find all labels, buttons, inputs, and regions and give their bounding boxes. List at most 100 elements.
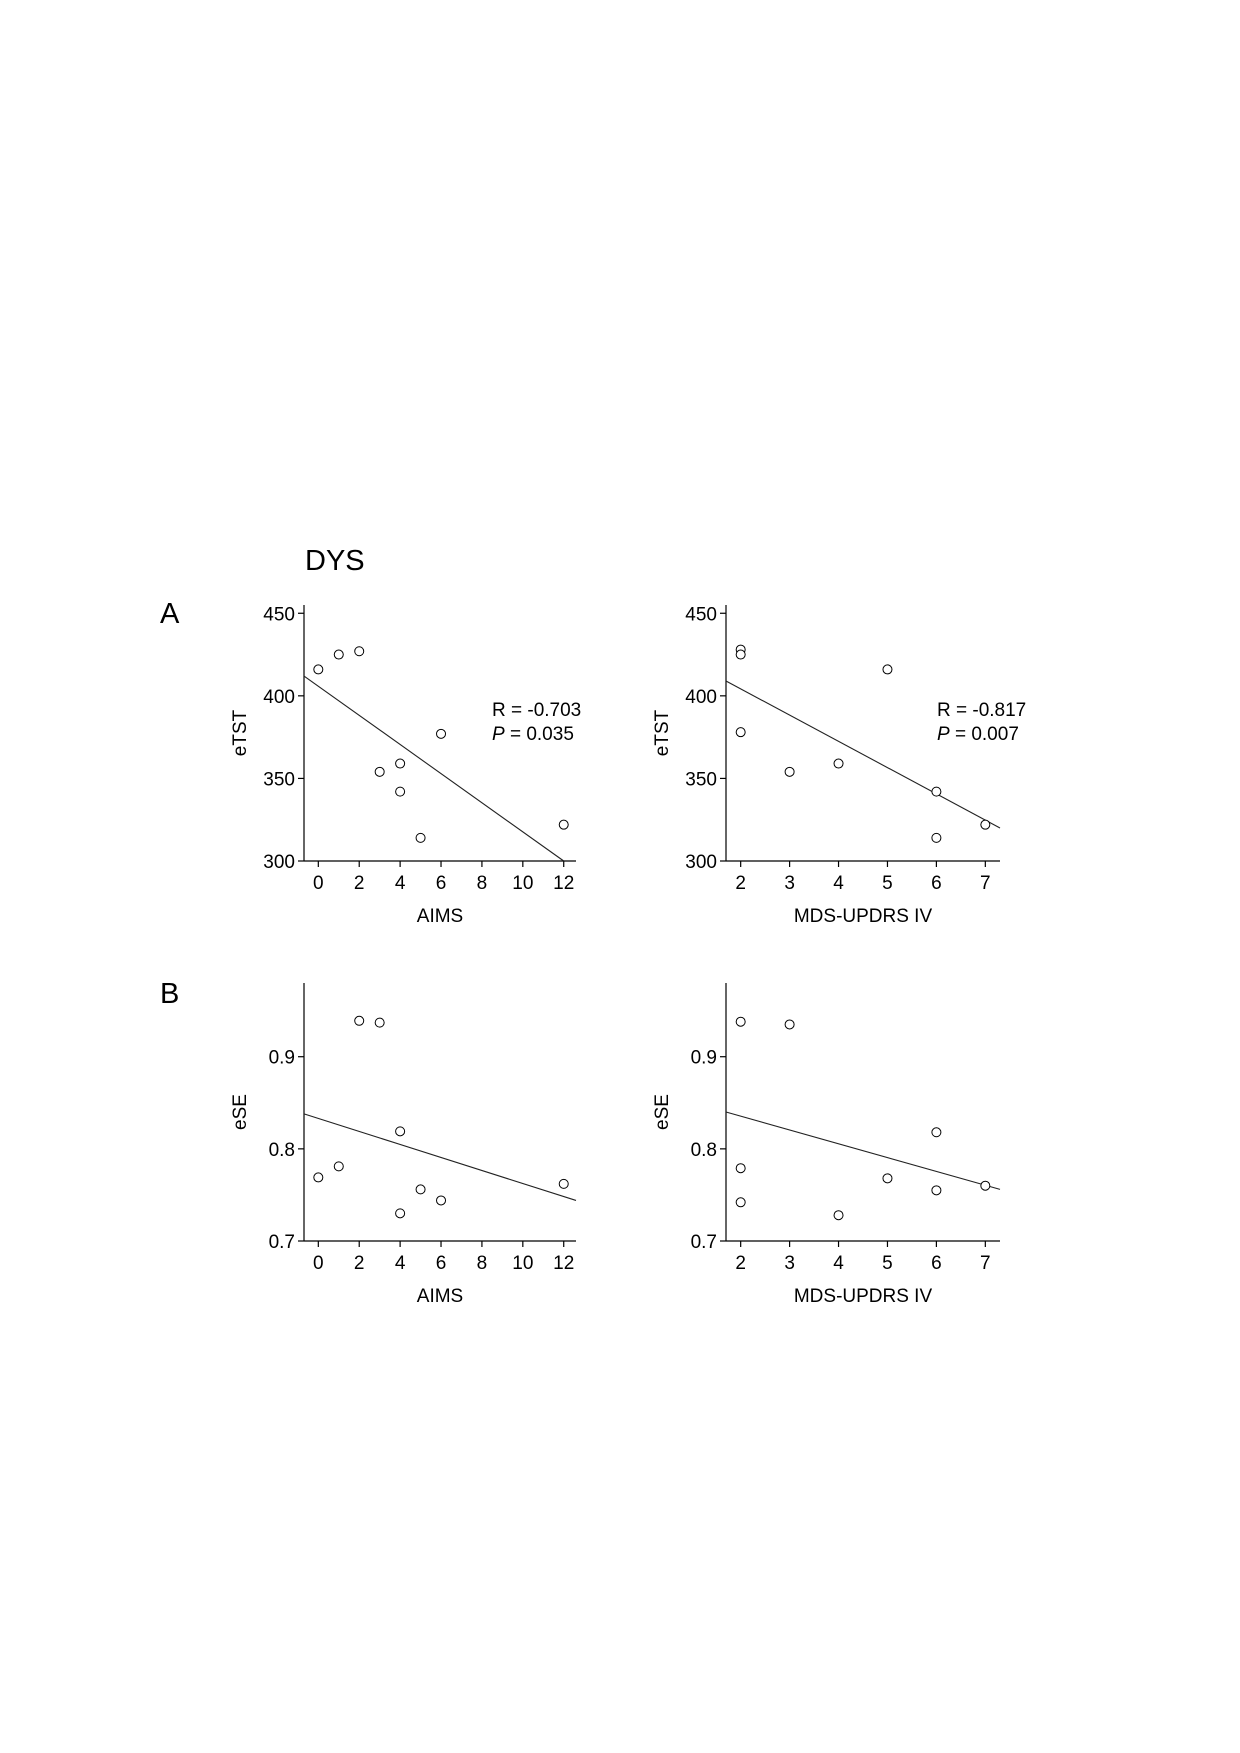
data-point bbox=[833, 1210, 844, 1221]
data-point bbox=[333, 649, 344, 660]
chart-b-updrs-ese: 2 3 4 5 6 7 0.7 0.8 0.9 MDS-UPDRS IV eSE bbox=[652, 983, 1001, 1307]
x-tick-label: 7 bbox=[980, 1253, 991, 1274]
x-tick-label: 0 bbox=[313, 873, 324, 894]
regression-line bbox=[303, 675, 565, 862]
data-point bbox=[980, 1180, 991, 1191]
stat-p-label: P bbox=[937, 724, 950, 745]
y-axis-title: eTST bbox=[652, 709, 673, 756]
x-tick-label: 6 bbox=[436, 873, 447, 894]
data-point bbox=[415, 832, 426, 843]
x-tick-label: 3 bbox=[784, 1253, 795, 1274]
data-point bbox=[735, 649, 746, 660]
x-tick-label: 5 bbox=[882, 873, 893, 894]
data-point bbox=[735, 1016, 746, 1027]
data-point bbox=[374, 1017, 385, 1028]
data-point bbox=[931, 1127, 942, 1138]
y-tick-label: 300 bbox=[263, 852, 295, 873]
regression-line bbox=[303, 1113, 577, 1201]
x-tick-label: 0 bbox=[313, 1253, 324, 1274]
y-tick-label: 0.9 bbox=[691, 1048, 717, 1069]
x-axis-title: AIMS bbox=[417, 1286, 463, 1307]
x-axis-title: MDS-UPDRS IV bbox=[794, 906, 933, 927]
data-point bbox=[931, 786, 942, 797]
data-point bbox=[354, 646, 365, 657]
data-point bbox=[980, 819, 991, 830]
x-tick-label: 6 bbox=[931, 1253, 942, 1274]
data-point bbox=[882, 664, 893, 675]
y-tick-label: 0.7 bbox=[269, 1232, 295, 1253]
panel-label-a: A bbox=[160, 598, 180, 630]
x-tick-label: 2 bbox=[354, 873, 365, 894]
chart-a-updrs-etst: 2 3 4 5 6 7 300 350 400 450 MDS-UPDRS IV eTST R = -0… bbox=[652, 604, 1026, 927]
x-tick-label: 10 bbox=[512, 873, 533, 894]
data-point bbox=[436, 728, 447, 739]
data-point bbox=[395, 758, 406, 769]
y-tick-label: 0.8 bbox=[691, 1140, 717, 1161]
x-tick-label: 12 bbox=[553, 873, 574, 894]
data-point bbox=[395, 1126, 406, 1137]
data-point bbox=[931, 832, 942, 843]
data-point bbox=[784, 766, 795, 777]
x-tick-label: 3 bbox=[784, 873, 795, 894]
x-axis-title: MDS-UPDRS IV bbox=[794, 1286, 933, 1307]
data-point bbox=[333, 1161, 344, 1172]
stat-p-value: P = 0.035 bbox=[492, 724, 574, 745]
stat-p-number: = 0.007 bbox=[950, 724, 1019, 745]
y-tick-label: 0.7 bbox=[691, 1232, 717, 1253]
x-tick-label: 4 bbox=[833, 873, 844, 894]
y-tick-label: 0.9 bbox=[269, 1048, 295, 1069]
data-point bbox=[882, 1173, 893, 1184]
x-tick-label: 2 bbox=[735, 1253, 746, 1274]
stat-p-number: = 0.035 bbox=[505, 724, 574, 745]
x-tick-label: 10 bbox=[512, 1253, 533, 1274]
y-tick-label: 350 bbox=[685, 769, 717, 790]
data-point bbox=[415, 1184, 426, 1195]
chart-b-aims-ese: 0 2 4 6 8 10 12 0.7 0.8 0.9 AIMS eSE bbox=[230, 983, 577, 1307]
x-tick-label: 12 bbox=[553, 1253, 574, 1274]
chart-a-aims-etst: 0 2 4 6 8 10 12 300 350 400 450 AIMS eTST R = -0.703 P… bbox=[230, 604, 581, 927]
x-tick-label: 4 bbox=[833, 1253, 844, 1274]
x-tick-label: 6 bbox=[931, 873, 942, 894]
data-point bbox=[395, 1208, 406, 1219]
y-axis-title: eSE bbox=[652, 1094, 673, 1130]
x-tick-label: 2 bbox=[735, 873, 746, 894]
data-point bbox=[735, 1163, 746, 1174]
x-tick-label: 7 bbox=[980, 873, 991, 894]
data-point bbox=[735, 727, 746, 738]
data-point bbox=[436, 1195, 447, 1206]
x-tick-label: 8 bbox=[477, 873, 488, 894]
data-point bbox=[558, 819, 569, 830]
x-tick-label: 6 bbox=[436, 1253, 447, 1274]
x-tick-label: 2 bbox=[354, 1253, 365, 1274]
y-tick-label: 450 bbox=[263, 604, 295, 625]
y-axis-title: eSE bbox=[230, 1094, 251, 1130]
stat-r-value: R = -0.817 bbox=[937, 700, 1026, 721]
x-tick-label: 8 bbox=[477, 1253, 488, 1274]
data-point bbox=[313, 664, 324, 675]
regression-line bbox=[725, 680, 1001, 829]
regression-line bbox=[725, 1111, 1001, 1190]
data-point bbox=[395, 786, 406, 797]
x-tick-label: 4 bbox=[395, 873, 406, 894]
y-tick-label: 450 bbox=[685, 604, 717, 625]
x-axis-title: AIMS bbox=[417, 906, 463, 927]
data-point bbox=[313, 1172, 324, 1183]
data-point bbox=[354, 1015, 365, 1026]
figure-title: DYS bbox=[305, 545, 365, 577]
panel-label-b: B bbox=[160, 978, 179, 1010]
y-tick-label: 400 bbox=[263, 687, 295, 708]
x-tick-label: 4 bbox=[395, 1253, 406, 1274]
data-point bbox=[558, 1178, 569, 1189]
data-point bbox=[931, 1185, 942, 1196]
x-tick-label: 5 bbox=[882, 1253, 893, 1274]
y-tick-label: 400 bbox=[685, 687, 717, 708]
y-tick-label: 300 bbox=[685, 852, 717, 873]
data-point bbox=[735, 1197, 746, 1208]
stat-r-value: R = -0.703 bbox=[492, 700, 581, 721]
y-axis-title: eTST bbox=[230, 709, 251, 756]
stat-p-label: P bbox=[492, 724, 505, 745]
data-point bbox=[374, 766, 385, 777]
y-tick-label: 0.8 bbox=[269, 1140, 295, 1161]
stat-p-value: P = 0.007 bbox=[937, 724, 1019, 745]
